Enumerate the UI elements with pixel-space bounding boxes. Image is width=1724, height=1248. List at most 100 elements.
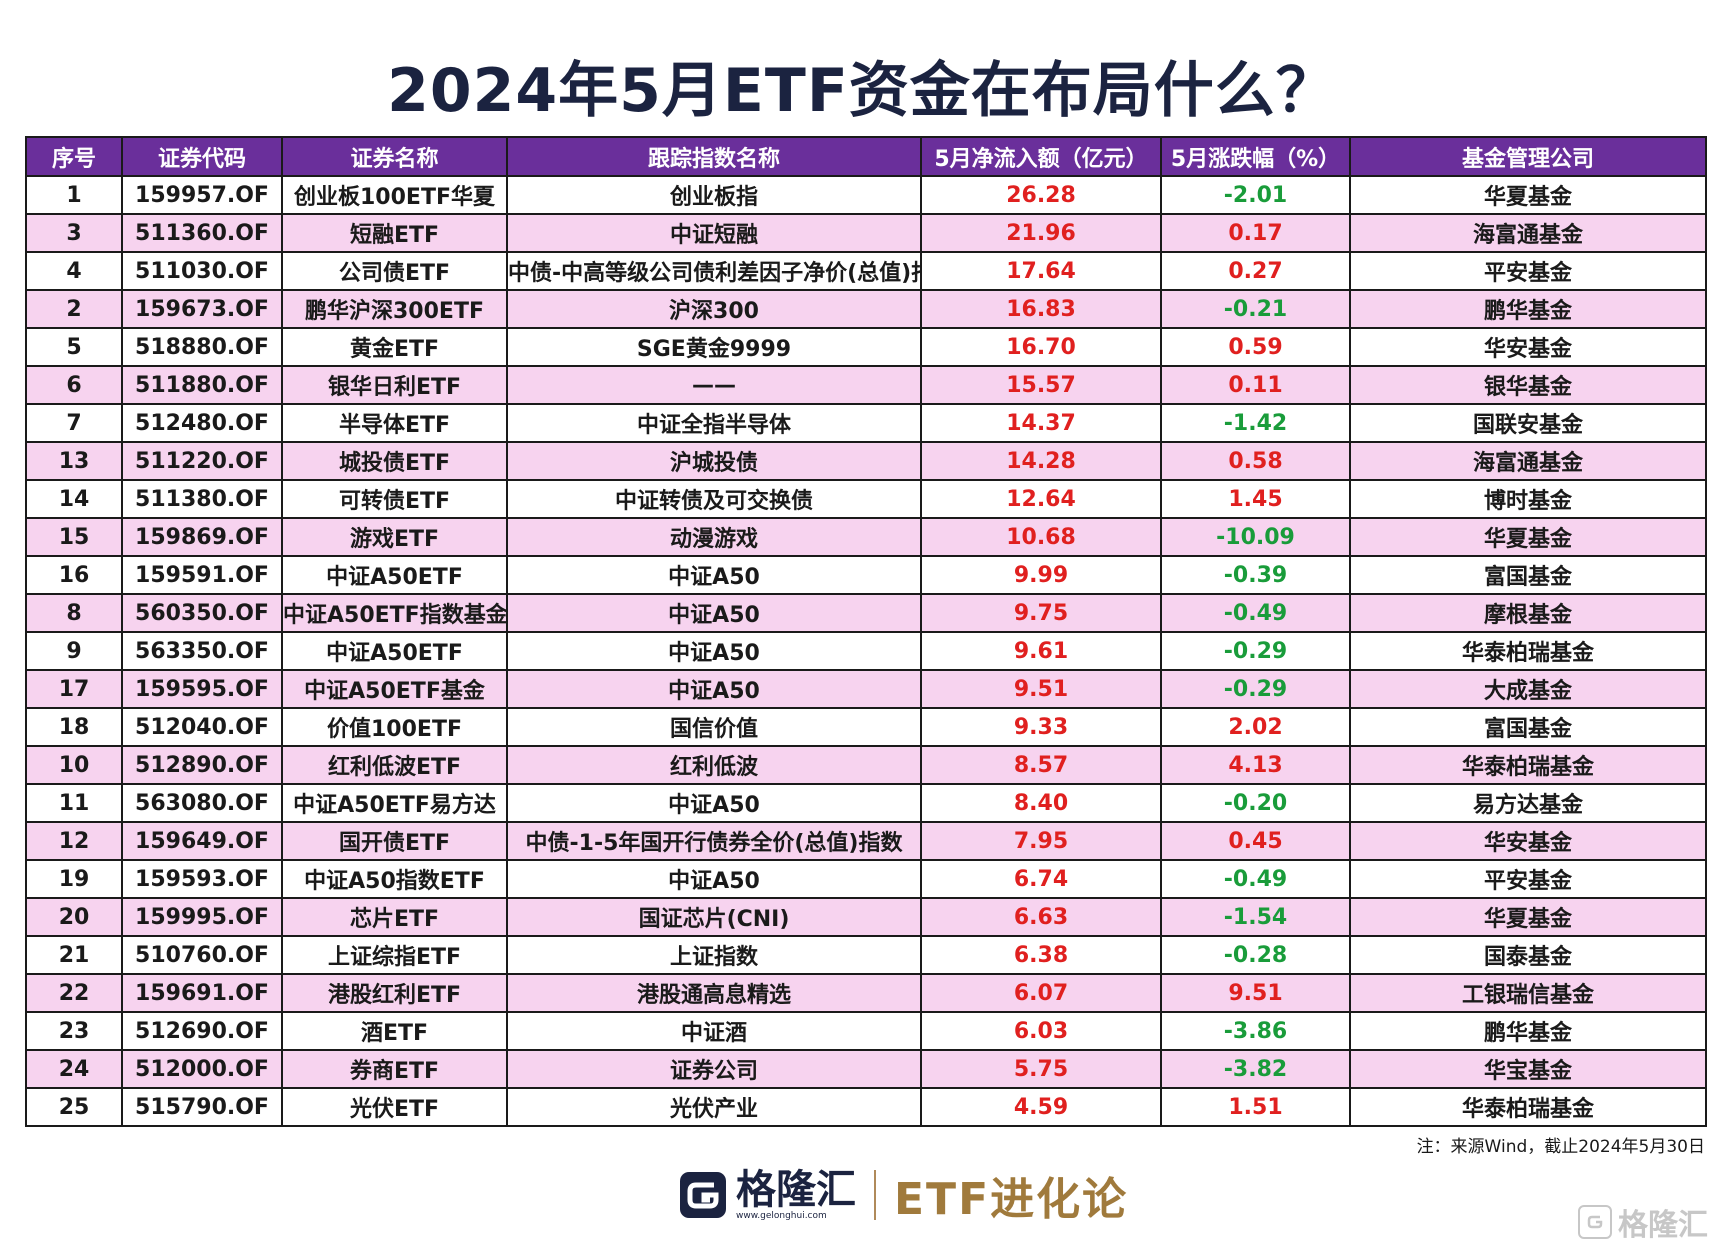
cell-tracked-index: 中证全指半导体: [506, 403, 922, 443]
cell-tracked-index: 上证指数: [506, 935, 922, 975]
cell-name: 中证A50ETF指数基金: [281, 593, 508, 633]
cell-code: 563350.OF: [121, 631, 283, 671]
cell-net-inflow: 6.03: [920, 1011, 1162, 1051]
cell-change-pct: 0.11: [1160, 365, 1351, 405]
cell-tracked-index: 沪城投债: [506, 441, 922, 481]
cell-index: 20: [25, 897, 123, 937]
table-row: 20 159995.OF 芯片ETF 国证芯片(CNI) 6.63 -1.54 华夏基金: [25, 897, 1707, 937]
cell-tracked-index: 中证A50: [506, 783, 922, 823]
cell-net-inflow: 14.28: [920, 441, 1162, 481]
cell-fund-manager: 华泰柏瑞基金: [1349, 631, 1707, 671]
table-header-row: 序号 证券代码 证券名称 跟踪指数名称 5月净流入额（亿元） 5月涨跌幅（%） …: [25, 136, 1707, 177]
table-row: 22 159691.OF 港股红利ETF 港股通高息精选 6.07 9.51 工银瑞信基金: [25, 973, 1707, 1013]
cell-net-inflow: 9.75: [920, 593, 1162, 633]
table-row: 6 511880.OF 银华日利ETF —— 15.57 0.11 银华基金: [25, 365, 1707, 405]
cell-change-pct: -1.42: [1160, 403, 1351, 443]
cell-net-inflow: 7.95: [920, 821, 1162, 861]
table-row: 10 512890.OF 红利低波ETF 红利低波 8.57 4.13 华泰柏瑞基金: [25, 745, 1707, 785]
cell-fund-manager: 大成基金: [1349, 669, 1707, 709]
etf-fund-flow-table: 序号 证券代码 证券名称 跟踪指数名称 5月净流入额（亿元） 5月涨跌幅（%） …: [25, 136, 1707, 1127]
cell-change-pct: 0.17: [1160, 213, 1351, 253]
cell-name: 国开债ETF: [281, 821, 508, 861]
cell-code: 159957.OF: [121, 175, 283, 215]
cell-fund-manager: 海富通基金: [1349, 213, 1707, 253]
cell-net-inflow: 12.64: [920, 479, 1162, 519]
cell-net-inflow: 15.57: [920, 365, 1162, 405]
cell-fund-manager: 摩根基金: [1349, 593, 1707, 633]
cell-net-inflow: 5.75: [920, 1049, 1162, 1089]
cell-change-pct: -0.49: [1160, 859, 1351, 899]
cell-change-pct: -2.01: [1160, 175, 1351, 215]
cell-name: 中证A50ETF易方达: [281, 783, 508, 823]
cell-tracked-index: 证券公司: [506, 1049, 922, 1089]
cell-tracked-index: 红利低波: [506, 745, 922, 785]
cell-name: 中证A50指数ETF: [281, 859, 508, 899]
table-row: 16 159591.OF 中证A50ETF 中证A50 9.99 -0.39 富国基金: [25, 555, 1707, 595]
cell-code: 159995.OF: [121, 897, 283, 937]
cell-name: 券商ETF: [281, 1049, 508, 1089]
cell-name: 公司债ETF: [281, 251, 508, 291]
footer-divider: [874, 1170, 876, 1220]
cell-index: 1: [25, 175, 123, 215]
logo-url: www.gelonghui.com: [736, 1211, 827, 1221]
cell-name: 中证A50ETF: [281, 631, 508, 671]
cell-code: 512480.OF: [121, 403, 283, 443]
page-title: 2024年5月ETF资金在布局什么？: [387, 56, 1337, 126]
cell-index: 8: [25, 593, 123, 633]
cell-tracked-index: 中债-1-5年国开行债券全价(总值)指数: [506, 821, 922, 861]
cell-change-pct: -1.54: [1160, 897, 1351, 937]
table-row: 12 159649.OF 国开债ETF 中债-1-5年国开行债券全价(总值)指数 7.9…: [25, 821, 1707, 861]
cell-tracked-index: 中债-中高等级公司债利差因子净价(总值)指数: [506, 251, 922, 291]
cell-name: 上证综指ETF: [281, 935, 508, 975]
table-row: 1 159957.OF 创业板100ETF华夏 创业板指 26.28 -2.01 华夏基金: [25, 175, 1707, 215]
table-row: 25 515790.OF 光伏ETF 光伏产业 4.59 1.51 华泰柏瑞基金: [25, 1087, 1707, 1127]
cell-tracked-index: 国信价值: [506, 707, 922, 747]
cell-fund-manager: 华夏基金: [1349, 175, 1707, 215]
cell-index: 15: [25, 517, 123, 557]
watermark: 格隆汇: [1578, 1200, 1708, 1244]
cell-fund-manager: 鹏华基金: [1349, 1011, 1707, 1051]
cell-tracked-index: 国证芯片(CNI): [506, 897, 922, 937]
cell-change-pct: -0.21: [1160, 289, 1351, 329]
cell-index: 11: [25, 783, 123, 823]
cell-change-pct: 1.45: [1160, 479, 1351, 519]
table-row: 17 159595.OF 中证A50ETF基金 中证A50 9.51 -0.29 大成基金: [25, 669, 1707, 709]
cell-change-pct: -0.49: [1160, 593, 1351, 633]
cell-fund-manager: 华夏基金: [1349, 897, 1707, 937]
cell-fund-manager: 国联安基金: [1349, 403, 1707, 443]
cell-code: 512000.OF: [121, 1049, 283, 1089]
cell-fund-manager: 富国基金: [1349, 707, 1707, 747]
cell-change-pct: 0.58: [1160, 441, 1351, 481]
cell-fund-manager: 国泰基金: [1349, 935, 1707, 975]
cell-change-pct: 0.45: [1160, 821, 1351, 861]
cell-change-pct: -0.28: [1160, 935, 1351, 975]
cell-net-inflow: 16.83: [920, 289, 1162, 329]
cell-tracked-index: 中证A50: [506, 859, 922, 899]
cell-tracked-index: 中证A50: [506, 555, 922, 595]
cell-tracked-index: 中证短融: [506, 213, 922, 253]
cell-index: 6: [25, 365, 123, 405]
cell-fund-manager: 华安基金: [1349, 327, 1707, 367]
cell-index: 25: [25, 1087, 123, 1127]
table-row: 21 510760.OF 上证综指ETF 上证指数 6.38 -0.28 国泰基金: [25, 935, 1707, 975]
cell-index: 10: [25, 745, 123, 785]
cell-index: 21: [25, 935, 123, 975]
cell-index: 7: [25, 403, 123, 443]
table-row: 9 563350.OF 中证A50ETF 中证A50 9.61 -0.29 华泰柏瑞基金: [25, 631, 1707, 671]
cell-change-pct: -0.39: [1160, 555, 1351, 595]
cell-code: 512040.OF: [121, 707, 283, 747]
brand-label: ETF进化论: [894, 1174, 1129, 1225]
cell-index: 13: [25, 441, 123, 481]
cell-name: 中证A50ETF: [281, 555, 508, 595]
cell-index: 16: [25, 555, 123, 595]
cell-index: 14: [25, 479, 123, 519]
cell-code: 512890.OF: [121, 745, 283, 785]
table-row: 24 512000.OF 券商ETF 证券公司 5.75 -3.82 华宝基金: [25, 1049, 1707, 1089]
cell-code: 512690.OF: [121, 1011, 283, 1051]
cell-index: 24: [25, 1049, 123, 1089]
col-header-name: 证券名称: [281, 136, 508, 177]
cell-index: 12: [25, 821, 123, 861]
cell-index: 5: [25, 327, 123, 367]
cell-code: 159673.OF: [121, 289, 283, 329]
cell-net-inflow: 17.64: [920, 251, 1162, 291]
